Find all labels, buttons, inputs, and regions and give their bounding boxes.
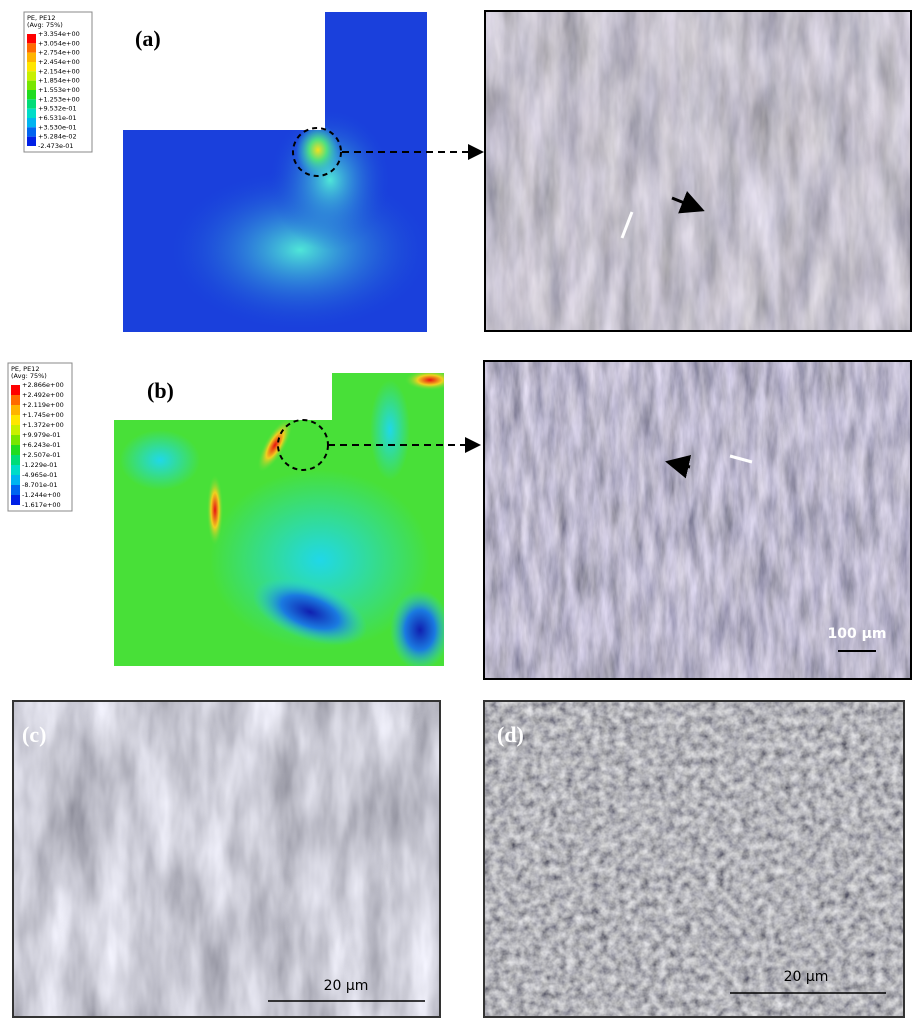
scale-bar-label: 100 µm [828,626,887,642]
legend-value: +3.054e+00 [38,39,80,47]
legend-value: +1.253e+00 [38,95,80,103]
legend-value: +1.553e+00 [38,86,80,94]
legend-value: +6.243e-01 [22,441,61,449]
legend-value: +6.531e-01 [38,114,77,122]
panel-label: (d) [497,722,524,747]
legend: PE, PE12(Avg: 75%)+3.354e+00+3.054e+00+2… [24,12,92,152]
legend-swatch [27,90,36,99]
micrograph [485,11,911,331]
panel-label: (b) [147,378,174,403]
legend-swatch [27,62,36,71]
legend-swatch [27,43,36,52]
legend-value: +2.119e+00 [22,401,64,409]
legend-swatch [27,99,36,108]
micrograph [484,701,904,1017]
legend-value: +2.154e+00 [38,67,80,75]
scale-bar-label: 20 µm [324,978,369,994]
legend-value: +2.507e-01 [22,451,61,459]
legend-swatch [11,425,20,435]
legend-swatch [11,485,20,495]
legend-value: -4.965e-01 [22,471,58,479]
legend-value: -1.617e+00 [22,501,61,509]
legend-swatch [11,385,20,395]
legend: PE, PE12(Avg: 75%)+2.866e+00+2.492e+00+2… [8,363,72,511]
legend-swatch [27,81,36,90]
legend-value: +2.454e+00 [38,58,80,66]
legend-value: +2.866e+00 [22,381,64,389]
legend-swatch [11,435,20,445]
micrograph [13,701,440,1017]
legend-value: +5.284e-02 [38,133,77,141]
fe-model-a [123,12,430,332]
scale-bar-label: 20 µm [784,969,829,985]
legend-subtitle: (Avg: 75%) [11,372,47,380]
legend-swatch [27,127,36,136]
legend-swatch [11,405,20,415]
legend-swatch [27,34,36,43]
panel-label: (a) [135,26,161,51]
legend-value: +3.530e-01 [38,123,77,131]
fe-model-b [114,370,455,670]
legend-swatch [27,109,36,118]
legend-swatch [11,475,20,485]
legend-swatch [27,137,36,146]
legend-subtitle: (Avg: 75%) [27,21,63,29]
legend-value: -1.244e+00 [22,491,61,499]
figure: (a) PE, PE12(Avg: 75%)+3.354e+00+3.054e+… [0,0,916,1020]
legend-value: +2.492e+00 [22,391,64,399]
legend-value: +2.754e+00 [38,49,80,57]
legend-value: +1.372e+00 [22,421,64,429]
legend-value: +9.979e-01 [22,431,61,439]
legend-swatch [27,53,36,62]
legend-value: +1.854e+00 [38,77,80,85]
legend-swatch [11,455,20,465]
legend-swatch [11,465,20,475]
legend-swatch [11,495,20,505]
panel-label: (c) [22,722,46,747]
legend-value: -8.701e-01 [22,481,58,489]
legend-swatch [27,118,36,127]
legend-value: +3.354e+00 [38,30,80,38]
legend-swatch [11,445,20,455]
legend-swatch [27,71,36,80]
legend-value: +1.745e+00 [22,411,64,419]
legend-swatch [11,395,20,405]
legend-value: -2.473e-01 [38,142,74,150]
legend-value: -1.229e-01 [22,461,58,469]
legend-swatch [11,415,20,425]
legend-value: +9.532e-01 [38,105,77,113]
